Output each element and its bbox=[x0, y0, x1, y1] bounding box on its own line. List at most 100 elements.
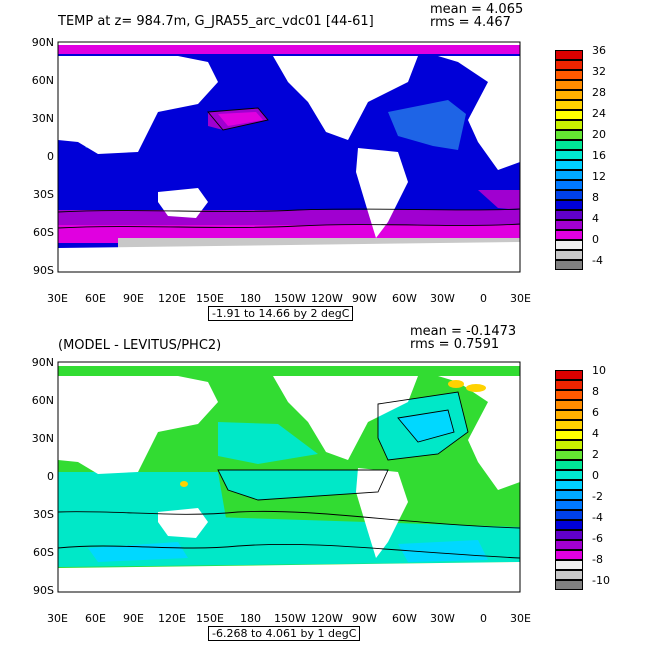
colorbar-swatch bbox=[555, 260, 583, 270]
panel1-lon-tick: 180 bbox=[240, 292, 261, 305]
panel2-frame bbox=[57, 361, 521, 593]
colorbar-swatch bbox=[555, 480, 583, 490]
colorbar-swatch bbox=[555, 560, 583, 570]
colorbar-swatch bbox=[555, 490, 583, 500]
colorbar-swatch bbox=[555, 550, 583, 560]
colorbar-tick-label: 36 bbox=[592, 44, 606, 57]
colorbar-swatch bbox=[555, 460, 583, 470]
colorbar-tick-label: 20 bbox=[592, 128, 606, 141]
panel2-lon-tick: 30W bbox=[430, 612, 455, 625]
colorbar-swatch bbox=[555, 190, 583, 200]
panel2-land-namerica bbox=[273, 376, 418, 460]
colorbar-tick-label: 6 bbox=[592, 406, 599, 419]
panel2-lon-tick: 180 bbox=[240, 612, 261, 625]
panel1-lon-tick: 120W bbox=[311, 292, 343, 305]
panel1-land-antarctica bbox=[58, 242, 520, 272]
panel2-range: -6.268 to 4.061 by 1 degC bbox=[208, 626, 361, 641]
panel2-yellow-spot bbox=[466, 384, 486, 392]
colorbar-swatch bbox=[555, 180, 583, 190]
panel1-lat-tick: 30N bbox=[31, 112, 54, 125]
panel2-lon-axis: 30E 60E 90E 120E 150E 180 150W 120W 90W … bbox=[40, 612, 540, 626]
colorbar-tick-label: 12 bbox=[592, 170, 606, 183]
panel2-contour bbox=[217, 469, 389, 501]
panel2-contour bbox=[57, 510, 521, 529]
panel2-lon-tick: 120E bbox=[158, 612, 186, 625]
colorbar-swatch bbox=[555, 420, 583, 430]
colorbar-swatch bbox=[555, 140, 583, 150]
panel2-lightcyan-s2 bbox=[398, 540, 488, 562]
panel2-lat-tick: 30N bbox=[31, 432, 54, 445]
panel2-contour bbox=[397, 409, 455, 443]
panel1-map bbox=[57, 41, 521, 273]
panel2-land-eurasia bbox=[58, 376, 218, 474]
colorbar-swatch bbox=[555, 580, 583, 590]
panel1-lon-tick: 90W bbox=[352, 292, 377, 305]
colorbar-swatch bbox=[555, 370, 583, 380]
colorbar-tick-label: -6 bbox=[592, 532, 603, 545]
panel2-lat-tick: 30S bbox=[33, 508, 54, 521]
colorbar-swatch bbox=[555, 450, 583, 460]
colorbar-swatch bbox=[555, 510, 583, 520]
panel2-land-africa-eu bbox=[438, 376, 520, 490]
colorbar-swatch bbox=[555, 120, 583, 130]
panel2-mean: mean = -0.1473 bbox=[410, 324, 517, 339]
colorbar-swatch bbox=[555, 60, 583, 70]
colorbar-swatch bbox=[555, 130, 583, 140]
panel1-lat-tick: 90S bbox=[33, 264, 54, 277]
panel2-lon-tick: 0 bbox=[480, 612, 487, 625]
panel1-natl-blue bbox=[388, 100, 466, 150]
panel2-arctic-white bbox=[58, 362, 520, 366]
panel2-lat-tick: 90N bbox=[31, 356, 54, 369]
panel1-lon-tick: 60E bbox=[85, 292, 106, 305]
colorbar-swatch bbox=[555, 540, 583, 550]
panel1-land-africa-eu bbox=[438, 56, 520, 170]
panel1-lat-tick: 0 bbox=[47, 150, 54, 163]
panel2-rms: rms = 0.7591 bbox=[410, 337, 500, 352]
panel1-satl-purple bbox=[478, 190, 520, 210]
panel1-lon-tick: 90E bbox=[123, 292, 144, 305]
panel1-frame bbox=[57, 41, 521, 273]
panel2-lightcyan-natl bbox=[398, 410, 454, 442]
panel2-contour bbox=[377, 391, 469, 461]
panel2-lat-axis: 90N 60N 30N 0 30S 60S 90S bbox=[20, 356, 54, 597]
panel2-lat-tick: 90S bbox=[33, 584, 54, 597]
panel2-yellow-spot bbox=[180, 481, 188, 487]
colorbar-swatch bbox=[555, 520, 583, 530]
colorbar-swatch bbox=[555, 430, 583, 440]
panel1-contour-south2 bbox=[57, 223, 521, 229]
panel1-range: -1.91 to 14.66 by 2 degC bbox=[208, 306, 354, 321]
panel2-cyan-tropic bbox=[218, 470, 388, 500]
panel1-contour-npac bbox=[207, 107, 269, 131]
colorbar-tick-label: 4 bbox=[592, 212, 599, 225]
panel2-lon-tick: 150E bbox=[196, 612, 224, 625]
colorbar-swatch bbox=[555, 90, 583, 100]
panel1-lon-tick: 30W bbox=[430, 292, 455, 305]
panel1-land-samerica bbox=[356, 148, 408, 238]
panel2-land-australia bbox=[158, 508, 208, 538]
colorbar-tick-label: 2 bbox=[592, 448, 599, 461]
panel1-colorbar-labels: 36 32 28 24 20 16 12 8 4 0 -4 bbox=[592, 44, 632, 274]
colorbar-swatch bbox=[555, 240, 583, 250]
panel2-lon-tick: 60E bbox=[85, 612, 106, 625]
colorbar-swatch bbox=[555, 570, 583, 580]
colorbar-tick-label: -2 bbox=[592, 490, 603, 503]
colorbar-tick-label: -8 bbox=[592, 553, 603, 566]
panel1-lat-tick: 30S bbox=[33, 188, 54, 201]
panel1-contour-south bbox=[57, 208, 521, 213]
colorbar-tick-label: -4 bbox=[592, 254, 603, 267]
colorbar-swatch bbox=[555, 400, 583, 410]
panel1-rms: rms = 4.467 bbox=[430, 15, 511, 30]
panel2-title: (MODEL - LEVITUS/PHC2) bbox=[58, 338, 222, 353]
colorbar-swatch bbox=[555, 50, 583, 60]
colorbar-swatch bbox=[555, 200, 583, 210]
panel1-mean: mean = 4.065 bbox=[430, 2, 524, 17]
panel2-land-antarctica bbox=[58, 562, 520, 592]
colorbar-swatch bbox=[555, 500, 583, 510]
panel1-lat-tick: 60S bbox=[33, 226, 54, 239]
panel1-colorbar bbox=[555, 50, 583, 270]
panel1-lat-axis: 90N 60N 30N 0 30S 60S 90S bbox=[20, 36, 54, 277]
panel2-lat-tick: 60N bbox=[31, 394, 54, 407]
panel1-lon-tick: 60W bbox=[392, 292, 417, 305]
colorbar-swatch bbox=[555, 160, 583, 170]
panel2-lat-tick: 60S bbox=[33, 546, 54, 559]
